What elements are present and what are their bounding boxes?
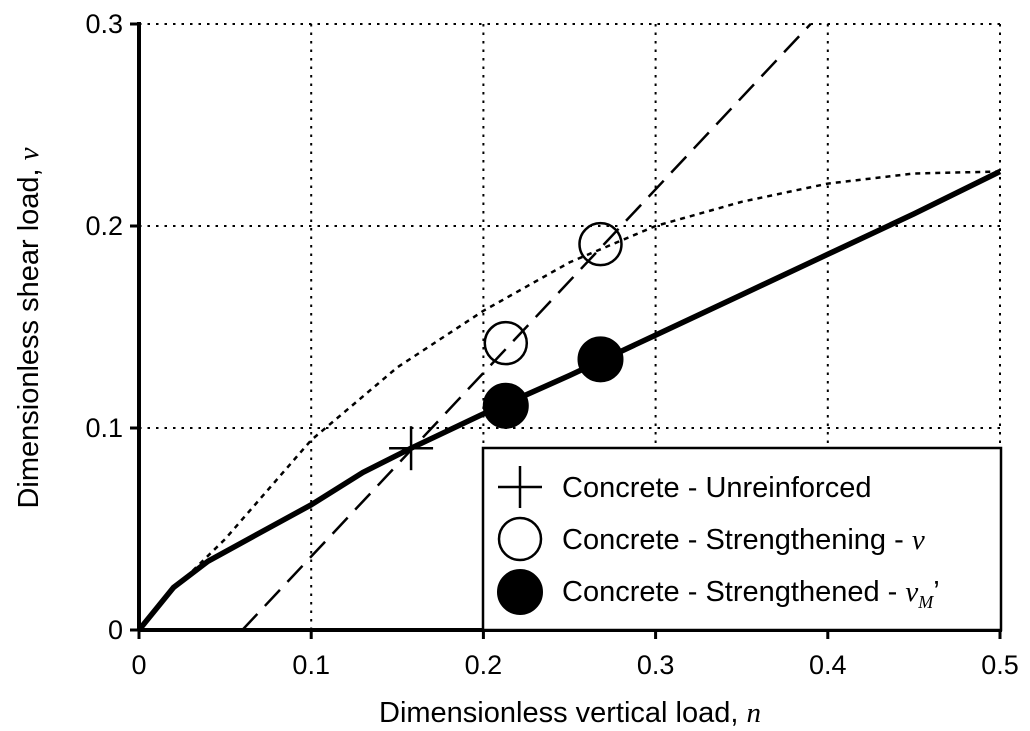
y-tick-label-2: 0.2 [85,211,123,241]
y-axis-label-text: Dimensionless shear load, [13,160,45,508]
x-tick-label-3: 0.3 [637,650,675,680]
legend: Concrete - Unreinforced Concrete - Stren… [481,446,1003,632]
x-tick-label-1: 0.1 [292,650,330,680]
legend-filled-circle-marker [497,569,543,615]
legend-label-strengthening: Concrete - Strengthening - v [562,524,925,556]
x-axis-label-text: Dimensionless vertical load, [379,697,746,729]
x-tick-label-4: 0.4 [809,650,847,680]
markers-layer [389,221,624,471]
ticks-layer: 0 0.1 0.2 0.3 0.4 0.5 0 0.1 0.2 0.3 [85,9,1018,680]
legend-box [481,446,1003,632]
legend-label-strengthened: Concrete - Strengthened - vM’ [562,576,940,612]
legend-entry-strengthening: Concrete - Strengthening - v [497,516,925,562]
plus-marker-0 [389,426,434,471]
open-circle-marker-0 [483,320,529,366]
open-circle-marker-1 [578,221,623,267]
y-tick-label-1: 0.1 [85,413,123,443]
y-tick-label-3: 0.3 [85,9,123,39]
x-axis-label-var: n [746,697,761,729]
curve-solid-thick [136,169,1002,632]
x-tick-label-5: 0.5 [981,650,1019,680]
legend-entry-unreinforced: Concrete - Unreinforced [498,466,871,508]
x-tick-label-2: 0.2 [465,650,503,680]
x-tick-label-0: 0 [131,650,146,680]
filled-circle-marker-0 [482,382,529,429]
y-axis-label-var: v [13,147,45,160]
curve-dotted [138,170,1001,631]
legend-plus-marker [498,466,542,508]
x-axis-label: Dimensionless vertical load, n [379,697,761,729]
y-tick-label-0: 0 [108,615,123,645]
legend-open-circle-marker [497,516,543,562]
legend-entry-strengthened: Concrete - Strengthened - vM’ [497,569,940,615]
y-axis-label: Dimensionless shear load, v [13,147,45,508]
legend-label-unreinforced: Concrete - Unreinforced [562,472,871,504]
curve-dashed [241,23,812,631]
curves-layer [136,23,1002,632]
filled-circle-marker-1 [577,336,624,383]
